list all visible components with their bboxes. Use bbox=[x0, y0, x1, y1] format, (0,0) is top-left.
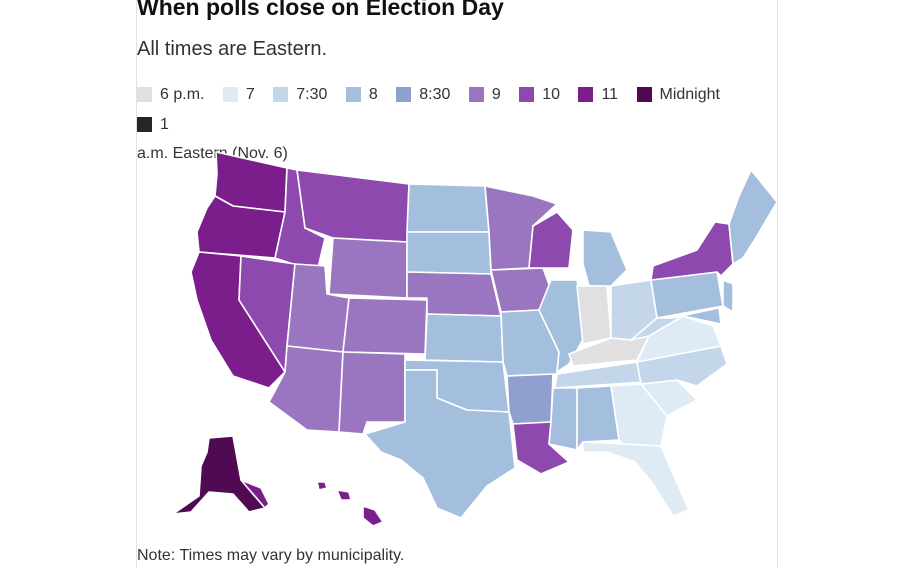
region-montana bbox=[296, 169, 410, 243]
us-poll-closing-map bbox=[172, 151, 777, 527]
legend-item-10: 10 bbox=[519, 81, 560, 108]
right-frame-line bbox=[777, 0, 778, 568]
region-new-jersey bbox=[722, 279, 734, 313]
region-texas bbox=[364, 369, 516, 519]
legend-swatch bbox=[396, 87, 412, 102]
region-wisconsin bbox=[528, 211, 574, 269]
legend-item-830: 8:30 bbox=[396, 81, 450, 108]
region-alaska bbox=[172, 435, 266, 515]
legend-item-midnight: Midnight bbox=[636, 81, 720, 108]
legend-swatch bbox=[345, 87, 361, 102]
subtitle: All times are Eastern. bbox=[137, 38, 328, 60]
left-frame-line bbox=[136, 0, 137, 568]
region-new-mexico bbox=[338, 351, 406, 435]
legend-swatch bbox=[468, 87, 484, 102]
footnote: Note: Times may vary by municipality. bbox=[137, 547, 405, 564]
region-hawaii-islands bbox=[316, 481, 328, 491]
region-south-dakota bbox=[406, 231, 492, 275]
region-indiana bbox=[576, 285, 612, 345]
legend-label: 10 bbox=[542, 86, 560, 103]
region-florida bbox=[582, 441, 690, 517]
region-new-york bbox=[650, 221, 734, 281]
region-michigan bbox=[582, 229, 628, 287]
region-north-dakota bbox=[406, 183, 490, 233]
legend-swatch bbox=[222, 87, 238, 102]
legend-item-730: 7:30 bbox=[273, 81, 327, 108]
region-hawaii bbox=[362, 505, 384, 527]
legend-label: 8:30 bbox=[419, 86, 451, 103]
legend-item-6pm: 6 p.m. bbox=[137, 81, 204, 108]
legend-item-7: 7 bbox=[222, 81, 255, 108]
region-alaska-southeast bbox=[240, 479, 270, 509]
legend-swatch bbox=[137, 117, 152, 132]
map-graphic: When polls close on Election Day All tim… bbox=[137, 0, 777, 568]
legend-label: Midnight bbox=[659, 86, 720, 103]
legend-label: 7 bbox=[245, 86, 255, 103]
page-title: When polls close on Election Day bbox=[137, 0, 504, 20]
legend-swatch bbox=[636, 87, 652, 102]
legend-swatch bbox=[519, 87, 535, 102]
legend-continuation: a.m. Eastern (Nov. 6) bbox=[137, 145, 288, 162]
region-hawaii-islands-2 bbox=[336, 489, 352, 501]
legend-label: 7:30 bbox=[296, 86, 328, 103]
legend-swatch bbox=[137, 87, 152, 102]
legend-label: 11 bbox=[601, 86, 619, 103]
legend-label: 8 bbox=[368, 86, 378, 103]
legend-item-9: 9 bbox=[468, 81, 501, 108]
region-wyoming bbox=[328, 237, 408, 299]
legend-label: 6 p.m. bbox=[160, 86, 205, 103]
region-alabama bbox=[576, 385, 620, 451]
legend-swatch bbox=[578, 87, 594, 102]
region-mississippi bbox=[548, 387, 578, 451]
legend-item-11: 11 bbox=[578, 81, 618, 108]
region-new-england bbox=[728, 169, 777, 265]
legend: 6 p.m. 7 7:30 8 8:30 9 10 11 Midnight 1 … bbox=[137, 81, 767, 167]
region-colorado bbox=[342, 297, 428, 355]
legend-swatch bbox=[273, 87, 289, 102]
legend-label: 1 bbox=[160, 116, 169, 133]
region-arkansas bbox=[506, 373, 554, 425]
legend-label: 9 bbox=[491, 86, 501, 103]
region-kansas bbox=[424, 313, 504, 363]
region-maryland bbox=[670, 307, 722, 325]
legend-item-1am: 1 bbox=[137, 111, 169, 138]
legend-item-8: 8 bbox=[345, 81, 378, 108]
